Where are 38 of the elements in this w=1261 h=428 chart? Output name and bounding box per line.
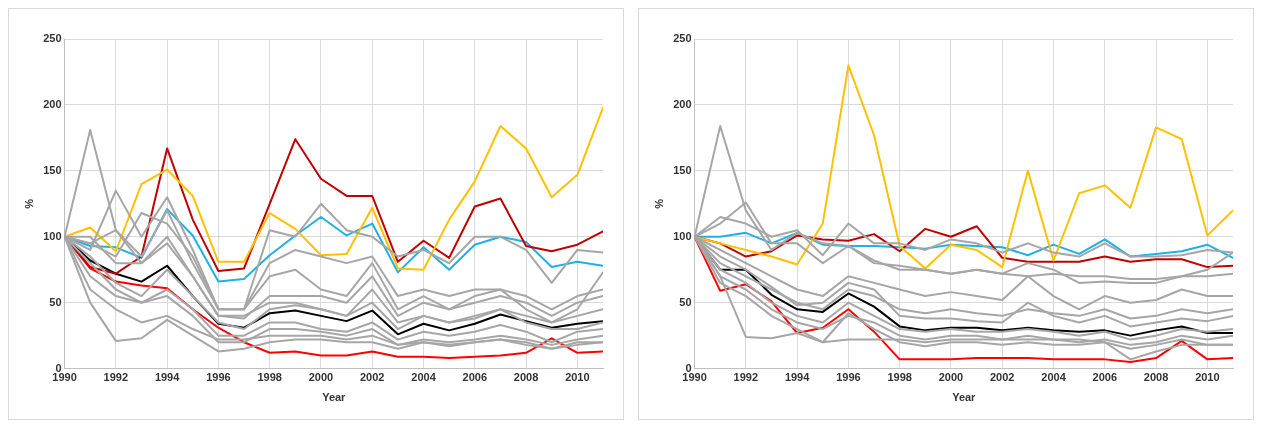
x-axis-title: Year <box>952 391 977 404</box>
x-tick-label: 2010 <box>565 371 590 384</box>
x-tick-label: 1996 <box>836 371 861 384</box>
y-tick-label: 100 <box>43 229 62 242</box>
y-tick-label: 150 <box>43 163 62 176</box>
x-tick-label: 2002 <box>989 371 1015 384</box>
x-tick-label: 1992 <box>733 371 759 384</box>
x-tick-label: 2000 <box>308 371 334 384</box>
y-tick-label: 0 <box>685 361 692 374</box>
x-tick-label: 2004 <box>411 371 437 384</box>
y-tick-label: 0 <box>55 361 62 374</box>
x-tick-label: 2008 <box>1143 371 1169 384</box>
y-axis-title: % <box>22 198 35 209</box>
y-tick-label: 50 <box>679 295 692 308</box>
x-tick-label: 1992 <box>103 371 129 384</box>
y-tick-label: 200 <box>673 97 692 110</box>
x-tick-label: 2004 <box>1041 371 1067 384</box>
y-tick-label: 150 <box>673 163 692 176</box>
x-tick-label: 1998 <box>887 371 912 384</box>
x-axis-title: Year <box>322 391 347 404</box>
y-tick-label: 50 <box>49 295 62 308</box>
x-tick-label: 1990 <box>52 371 77 384</box>
x-tick-label: 2010 <box>1195 371 1220 384</box>
x-tick-label: 2008 <box>513 371 539 384</box>
y-tick-label: 200 <box>43 97 62 110</box>
x-tick-label: 1994 <box>154 371 181 384</box>
x-tick-label: 2006 <box>1092 371 1118 384</box>
x-tick-label: 2000 <box>938 371 964 384</box>
x-tick-label: 1996 <box>206 371 231 384</box>
x-tick-label: 2002 <box>359 371 385 384</box>
x-tick-label: 1994 <box>784 371 811 384</box>
x-tick-label: 1990 <box>682 371 707 384</box>
y-tick-label: 250 <box>43 32 62 45</box>
y-tick-label: 250 <box>673 32 692 45</box>
x-tick-label: 2006 <box>462 371 488 384</box>
y-tick-label: 100 <box>673 229 692 242</box>
y-axis-title: % <box>652 198 665 209</box>
x-tick-label: 1998 <box>257 371 282 384</box>
